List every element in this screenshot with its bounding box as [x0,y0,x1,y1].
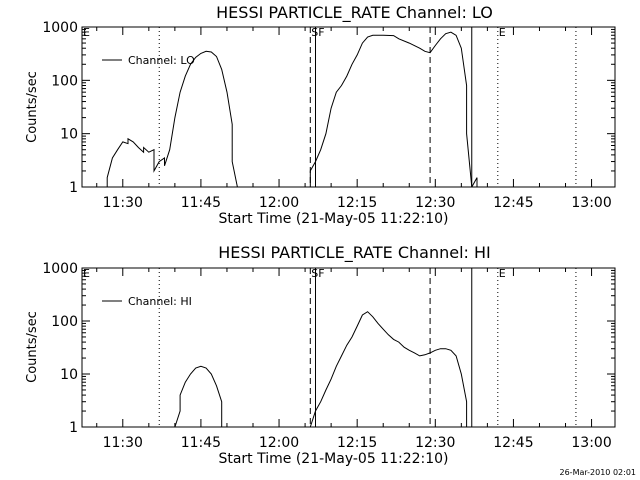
x-tick-label: 12:45 [493,435,533,451]
plot-frame [81,26,616,188]
x-tick-label: 12:30 [415,435,455,451]
x-tick-label: 13:00 [571,195,611,211]
footer-timestamp: 26-Mar-2010 02:01 [559,468,637,477]
marker-label-start: E [83,267,90,280]
y-tick-label: 1 [69,420,78,436]
x-tick-label: 11:30 [103,195,143,211]
x-tick-label: 12:00 [259,435,299,451]
x-tick-label: 12:15 [337,435,377,451]
series-line-segment [174,365,223,428]
y-tick-label: 100 [51,314,78,330]
y-tick-label: 1000 [42,261,78,277]
series-line-segment [471,177,478,188]
marker-label-start: E [83,26,90,39]
x-tick-label: 11:45 [181,195,221,211]
series-line-segment [106,50,238,188]
x-tick-label: 12:30 [415,195,455,211]
y-tick-label: 1000 [42,20,78,36]
marker-label-sf: SF [311,267,324,280]
series-line-segment [309,31,473,188]
y-tick-label: 10 [60,367,78,383]
y-axis-label: Counts/sec [25,71,40,143]
marker-label-e: E [499,267,506,280]
x-axis-label: Start Time (21-May-05 11:22:10) [218,211,448,227]
x-tick-label: 13:00 [571,435,611,451]
x-tick-label: 11:45 [181,435,221,451]
legend-label: Channel: HI [128,295,192,308]
plot-frame [81,267,616,428]
y-tick-label: 10 [60,127,78,143]
chart-panel-2: HESSI PARTICLE_RATE Channel: HI 11:30 11:4… [25,243,616,467]
chart-title: HESSI PARTICLE_RATE Channel: HI [218,243,491,263]
marker-label-e: E [499,26,506,39]
series-line-segment [309,311,468,428]
y-tick-label: 1 [69,180,78,196]
y-tick-label: 100 [51,73,78,89]
x-tick-label: 12:45 [493,195,533,211]
chart-title: HESSI PARTICLE_RATE Channel: LO [216,3,493,23]
legend-label: Channel: LO [128,54,195,67]
y-axis-label: Counts/sec [25,311,40,383]
x-tick-label: 11:30 [103,435,143,451]
x-tick-label: 12:15 [337,195,377,211]
x-axis-label: Start Time (21-May-05 11:22:10) [218,451,448,467]
marker-label-sf: SF [311,26,324,39]
chart-panel-1: HESSI PARTICLE_RATE Channel: LO 11:30 11:4… [25,3,616,227]
x-tick-label: 12:00 [259,195,299,211]
